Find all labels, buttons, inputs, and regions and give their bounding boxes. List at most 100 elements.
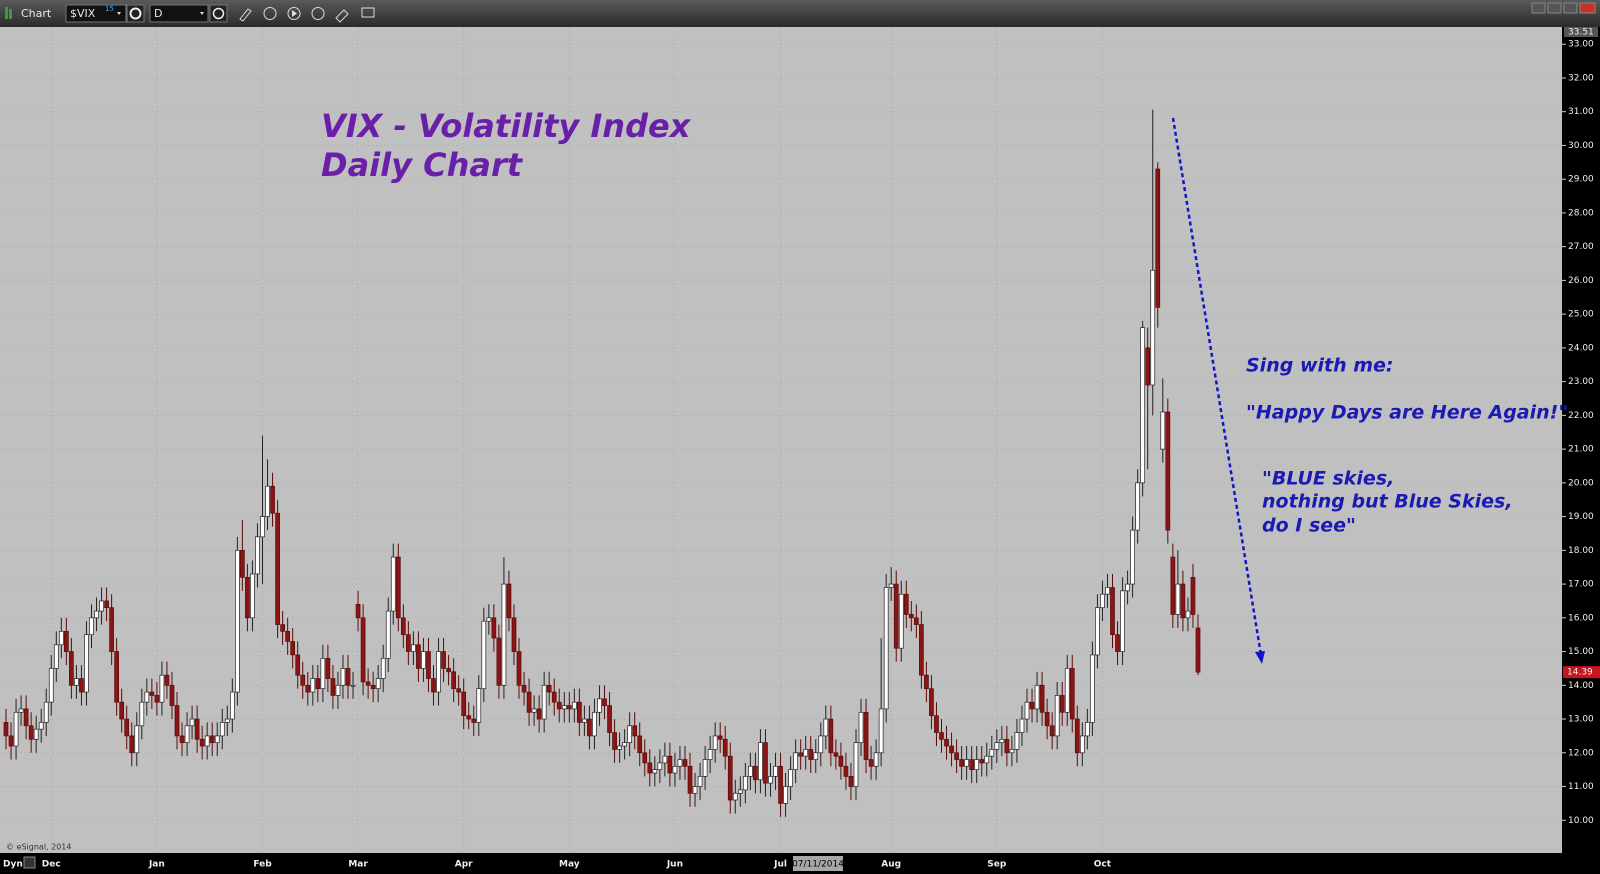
scale-button[interactable]: [23, 856, 36, 869]
scale-mode[interactable]: Dyn: [3, 860, 23, 870]
candle-body: [602, 698, 607, 706]
dropdown-arrow[interactable]: [117, 12, 121, 15]
play-tool[interactable]: [287, 7, 301, 20]
candle-body: [260, 516, 265, 538]
candle-body: [1004, 738, 1010, 754]
candle-body: [863, 711, 869, 760]
candle-body: [657, 762, 663, 771]
last-price-label: 14.39: [1567, 668, 1593, 678]
candle-body: [33, 728, 39, 740]
symbol-input[interactable]: [65, 4, 127, 23]
settings-button[interactable]: [126, 4, 145, 23]
candle-body: [84, 634, 89, 693]
candle-body: [1140, 327, 1146, 484]
candle-body: [1054, 695, 1060, 737]
x-tick-label: Jun: [666, 860, 683, 870]
candle-body: [1029, 701, 1035, 710]
candle-body: [778, 765, 783, 804]
candle-body: [250, 573, 255, 619]
candle-body: [959, 759, 964, 767]
candle-body: [929, 688, 934, 717]
candle-body: [189, 718, 195, 727]
window-title: Chart: [21, 7, 52, 20]
candle-body: [1160, 411, 1166, 450]
x-tick-label: Oct: [1094, 860, 1112, 870]
candle-body: [380, 657, 386, 679]
candle-body: [295, 654, 301, 676]
dropdown-arrow[interactable]: [200, 12, 204, 15]
candle-body: [390, 556, 396, 612]
candle-body: [622, 742, 627, 747]
candle-body: [451, 671, 456, 690]
candle-body: [285, 630, 291, 642]
candle-body: [209, 735, 215, 744]
candle-body: [224, 718, 230, 723]
candle-body: [838, 755, 844, 767]
axis-max-box: [1564, 27, 1598, 37]
candle-body: [642, 752, 648, 764]
candle-body: [481, 620, 487, 690]
toolbar: [0, 0, 1600, 27]
candle-body: [355, 603, 361, 619]
candle-body: [531, 708, 537, 713]
candle-body: [893, 583, 899, 649]
candle-body: [617, 745, 622, 750]
candle-body: [1024, 701, 1030, 720]
eraser-tool[interactable]: [335, 9, 349, 23]
candle-body: [194, 718, 200, 740]
candle-body: [788, 769, 793, 787]
candle-body: [783, 786, 788, 804]
candle-body: [64, 630, 69, 652]
clock-button[interactable]: [209, 4, 228, 23]
maximize-button[interactable]: [1563, 2, 1578, 14]
candle-body: [637, 735, 643, 754]
candle-body: [406, 634, 411, 652]
interval-input[interactable]: [149, 4, 209, 23]
candle-body: [748, 765, 753, 777]
minimize-button[interactable]: [1547, 2, 1562, 14]
candle-body: [456, 688, 462, 693]
candle-body: [979, 759, 985, 764]
candle-body: [1100, 593, 1105, 609]
candle-body: [612, 732, 617, 750]
candle-body: [320, 657, 326, 690]
candle-body: [74, 678, 79, 686]
y-tick-label: 27.00: [1568, 242, 1594, 252]
candle-body: [556, 701, 562, 710]
candle-body: [169, 684, 175, 706]
candle-body: [1059, 695, 1065, 713]
candle-body: [632, 725, 638, 737]
candle-body: [395, 556, 401, 619]
candle-body: [803, 749, 809, 757]
candle-body: [109, 607, 114, 652]
close-button[interactable]: [1579, 2, 1596, 14]
candle-body: [868, 759, 874, 767]
candle-body: [511, 617, 517, 652]
y-tick-label: 10.00: [1568, 816, 1594, 826]
candle-body: [1180, 583, 1186, 619]
candle-body: [1150, 269, 1156, 386]
candle-body: [758, 742, 763, 781]
restore-button[interactable]: [1531, 2, 1546, 14]
candle-body: [199, 738, 205, 747]
comment-tool[interactable]: [361, 7, 375, 18]
candle-body: [697, 776, 703, 787]
y-tick-label: 11.00: [1568, 782, 1594, 792]
app-icon: [5, 7, 8, 19]
y-tick-label: 14.00: [1568, 681, 1594, 691]
candle-body: [727, 755, 733, 801]
candle-body: [1105, 587, 1110, 595]
candle-body: [924, 674, 929, 690]
candle-body: [466, 715, 472, 720]
candle-body: [89, 617, 94, 636]
y-tick-label: 28.00: [1568, 208, 1594, 218]
y-tick-label: 32.00: [1568, 73, 1594, 83]
cursor-tool[interactable]: [263, 7, 277, 20]
candle-body: [1064, 668, 1070, 713]
annotation: do I see": [1262, 515, 1356, 537]
candle-body: [793, 752, 798, 771]
y-tick-label: 25.00: [1568, 310, 1594, 320]
zoom-tool[interactable]: [311, 7, 325, 20]
candle-body: [652, 769, 658, 774]
pencil-tool[interactable]: [239, 8, 252, 22]
